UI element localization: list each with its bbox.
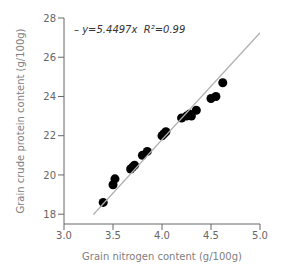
html-text:– y=5.4497x R²=0.99: – y=5.4497x R²=0.99 bbox=[74, 24, 186, 35]
svg-text:26: 26 bbox=[43, 52, 56, 63]
svg-text:Grain crude protein content (g: Grain crude protein content (g/100g) bbox=[15, 28, 26, 213]
svg-text:20: 20 bbox=[43, 170, 56, 181]
svg-text:4.5: 4.5 bbox=[203, 230, 219, 241]
svg-text:22: 22 bbox=[43, 130, 56, 141]
svg-text:4.0: 4.0 bbox=[154, 230, 170, 241]
svg-text:Grain nitrogen content (g/100g: Grain nitrogen content (g/100g) bbox=[82, 251, 242, 262]
svg-text:18: 18 bbox=[43, 209, 56, 220]
svg-text:24: 24 bbox=[43, 91, 56, 102]
svg-text:5.0: 5.0 bbox=[252, 230, 268, 241]
svg-text:28: 28 bbox=[43, 13, 56, 24]
svg-text:3.0: 3.0 bbox=[56, 230, 72, 241]
svg-text:3.5: 3.5 bbox=[105, 230, 121, 241]
